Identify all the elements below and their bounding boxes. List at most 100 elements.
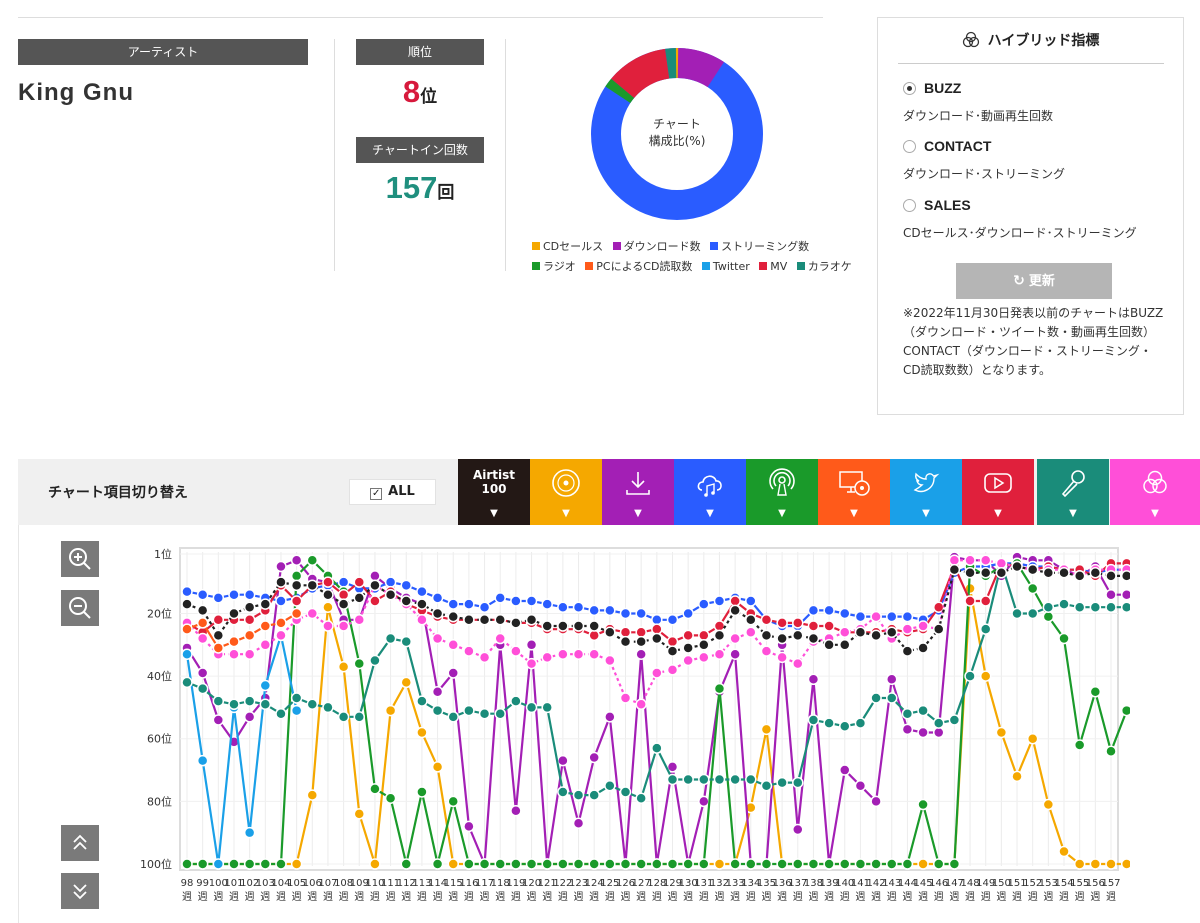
tab-twitter[interactable]: ▼: [890, 459, 962, 525]
artist-label: アーティスト: [18, 39, 308, 65]
data-point-pink: [635, 698, 647, 711]
x-tick-label: 106: [303, 878, 322, 889]
x-tick-label-unit: 週: [1012, 891, 1022, 903]
option-contact[interactable]: CONTACT: [903, 138, 991, 154]
data-point-streaming: [228, 588, 240, 601]
data-point-hot100: [557, 620, 569, 632]
data-point-mv: [792, 617, 804, 629]
chart-area: [18, 525, 1200, 923]
data-point-radio: [369, 783, 381, 795]
x-tick-label: 133: [726, 878, 745, 889]
zoom-in-icon: [69, 548, 91, 570]
data-point-karaoke: [870, 692, 882, 704]
data-point-pink: [259, 639, 272, 651]
data-point-hot100: [917, 642, 929, 654]
tab-mv[interactable]: ▼: [962, 459, 1034, 525]
x-tick-label: 126: [616, 878, 635, 889]
data-point-download: [885, 673, 898, 686]
x-tick-label-unit: 週: [276, 891, 286, 903]
x-tick-label: 132: [710, 878, 729, 889]
update-button[interactable]: ↻ 更新: [956, 263, 1112, 299]
data-point-radio: [431, 858, 444, 870]
x-tick-label-unit: 週: [527, 891, 537, 903]
x-tick-label-unit: 週: [386, 891, 396, 903]
donut-legend-row2: ラジオ PCによるCD読取数 Twitter MV カラオケ: [532, 258, 858, 274]
tab-cd-sales[interactable]: ▼: [530, 459, 602, 525]
scroll-up-button[interactable]: [61, 825, 99, 861]
zoom-out-button[interactable]: [61, 590, 99, 626]
data-point-mv: [635, 626, 647, 639]
data-point-mv: [619, 626, 632, 639]
x-tick-label-unit: 週: [667, 891, 677, 903]
data-point-karaoke: [431, 704, 444, 717]
data-point-hot100: [275, 576, 287, 588]
data-point-karaoke: [196, 682, 209, 695]
x-tick-label-unit: 週: [714, 891, 724, 903]
data-point-mv: [588, 629, 600, 642]
data-point-hot100: [1058, 567, 1070, 579]
data-point-karaoke: [588, 789, 600, 801]
data-point-mv: [964, 595, 976, 607]
x-tick-label: 143: [882, 878, 901, 889]
data-point-pink: [604, 654, 616, 667]
data-point-pink: [478, 651, 491, 664]
data-point-radio: [807, 858, 820, 870]
data-point-hot100: [478, 614, 491, 626]
data-point-hot100: [823, 639, 835, 651]
x-tick-label-unit: 週: [949, 891, 959, 903]
data-point-cd: [447, 858, 459, 870]
data-point-hot100: [682, 642, 694, 654]
data-point-download: [290, 554, 303, 567]
data-point-streaming: [447, 598, 459, 610]
data-point-download: [932, 726, 945, 739]
x-tick-label-unit: 週: [198, 891, 208, 903]
scroll-down-button[interactable]: [61, 873, 99, 909]
data-point-hot100: [807, 632, 820, 645]
data-point-mv: [212, 614, 225, 626]
data-point-twitter: [259, 679, 272, 692]
chevron-down-icon: ▼: [634, 508, 642, 519]
data-point-mv: [979, 595, 992, 607]
y-tick-label: 40位: [147, 669, 172, 683]
tab-download[interactable]: ▼: [602, 459, 674, 525]
tab-hybrid[interactable]: ▼: [1110, 459, 1200, 525]
data-point-download: [588, 751, 600, 764]
mic-icon: [1061, 470, 1085, 498]
data-point-radio: [306, 554, 319, 567]
option-sales[interactable]: SALES: [903, 197, 971, 213]
x-tick-label-unit: 週: [542, 891, 552, 903]
x-tick-label: 153: [1039, 878, 1058, 889]
data-point-karaoke: [181, 676, 193, 689]
x-tick-label-unit: 週: [683, 891, 693, 903]
x-tick-label-unit: 週: [746, 891, 756, 903]
data-point-pink: [510, 645, 522, 657]
tab-karaoke[interactable]: ▼: [1037, 459, 1109, 525]
x-tick-label: 122: [553, 878, 572, 889]
data-point-download: [1120, 588, 1130, 601]
data-point-radio: [1105, 745, 1117, 758]
tab-radio[interactable]: ▼: [746, 459, 818, 525]
data-point-karaoke: [1120, 601, 1130, 613]
data-point-twitter: [181, 648, 193, 660]
data-point-hot100: [1011, 560, 1023, 573]
legend-item: Twitter: [701, 260, 750, 273]
data-point-pink: [243, 648, 256, 660]
option-buzz[interactable]: BUZZ: [903, 80, 961, 96]
tab-pc-cd-read[interactable]: ▼: [818, 459, 890, 525]
x-tick-label: 115: [444, 878, 463, 889]
data-point-pc: [259, 620, 272, 632]
x-tick-label-unit: 週: [652, 891, 662, 903]
data-point-download: [901, 723, 914, 736]
data-point-hot100: [854, 626, 867, 639]
option-contact-desc: ダウンロード･ストリーミング: [903, 167, 1066, 181]
hybrid-note: ※2022年11月30日発表以前のチャートはBUZZ（ダウンロード・ツイート数・…: [903, 306, 1164, 377]
double-chevron-down-icon: [73, 884, 87, 900]
zoom-in-button[interactable]: [61, 541, 99, 577]
all-checkbox[interactable]: ✓ ALL: [349, 479, 436, 505]
data-point-streaming: [588, 604, 600, 617]
data-point-radio: [557, 858, 569, 870]
x-tick-label-unit: 週: [777, 891, 787, 903]
data-point-radio: [854, 858, 867, 870]
tab-artist100[interactable]: Airtist 100 ▼: [458, 459, 530, 525]
tab-streaming[interactable]: ▼: [674, 459, 746, 525]
